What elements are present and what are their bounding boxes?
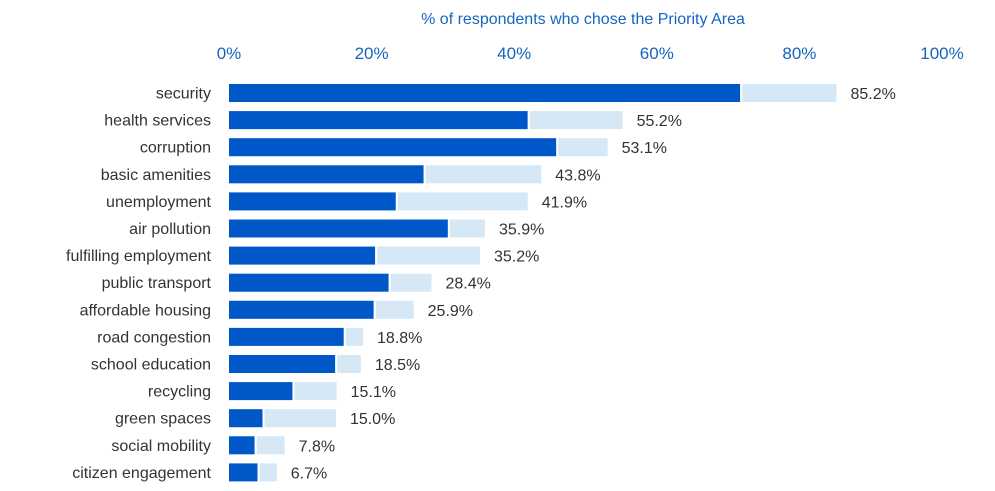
bar-separator [257, 463, 260, 482]
value-label: 6.7% [291, 465, 327, 482]
value-label: 35.9% [499, 222, 544, 239]
bar-primary [229, 246, 376, 265]
category-label: social mobility [111, 438, 211, 455]
value-label: 15.0% [350, 411, 395, 428]
bar-separator [254, 436, 257, 455]
bar-separator [395, 192, 398, 211]
bar-separator [556, 138, 559, 157]
category-label: corruption [140, 140, 211, 157]
bar-primary [229, 327, 344, 346]
value-label: 53.1% [622, 140, 667, 157]
bar-separator [373, 300, 376, 319]
value-label: 28.4% [445, 276, 490, 293]
bar-separator [335, 355, 338, 373]
x-tick-label: 0% [217, 44, 242, 63]
bar-separator [292, 382, 295, 401]
bar-separator [343, 327, 346, 346]
bar-primary [229, 463, 258, 482]
category-label: health services [104, 113, 211, 130]
category-label: public transport [102, 275, 212, 292]
bar-separator [447, 219, 450, 238]
bar-primary [229, 436, 255, 455]
bar-primary [229, 382, 293, 401]
bar-separator [740, 84, 743, 102]
bar-primary [229, 219, 448, 238]
value-label: 41.9% [542, 194, 587, 211]
value-label: 18.8% [377, 330, 422, 347]
bar-primary [229, 192, 396, 211]
category-label: security [156, 86, 211, 103]
bar-separator [262, 409, 265, 428]
value-label: 25.9% [428, 303, 473, 320]
bar-primary [229, 138, 557, 157]
category-label: recycling [148, 384, 211, 401]
value-labels: 85.2% 55.2% 53.1% 43.8% 41.9% 35.9% 35.2%28.4%… [291, 86, 896, 482]
category-labels: security health services corruption basic a… [66, 86, 212, 482]
x-tick-label: 80% [782, 44, 816, 63]
category-label: citizen engagement [72, 465, 211, 482]
bar-separator [423, 165, 426, 184]
category-label: green spaces [115, 411, 211, 428]
bar-primary [229, 355, 336, 373]
category-label: fulfilling employment [66, 248, 212, 265]
axis-title: % of respondents who chose the Priority … [421, 11, 745, 28]
category-label: unemployment [106, 194, 212, 211]
bar-primary [229, 84, 741, 102]
bar-primary [229, 165, 424, 184]
value-label: 15.1% [351, 384, 396, 401]
bar-primary [229, 409, 263, 428]
category-label: air pollution [129, 221, 211, 238]
value-label: 55.2% [637, 113, 682, 130]
bar-separator [375, 246, 378, 265]
x-tick-label: 100% [920, 44, 963, 63]
x-tick-label: 60% [640, 44, 674, 63]
bar-primary [229, 273, 389, 292]
category-label: school education [91, 357, 211, 374]
bars-group [229, 84, 837, 482]
category-label: affordable housing [80, 302, 211, 319]
x-tick-label: 20% [355, 44, 389, 63]
value-label: 43.8% [555, 167, 600, 184]
bar-primary [229, 111, 528, 130]
x-tick-label: 40% [497, 44, 531, 63]
category-label: road congestion [97, 329, 211, 346]
value-label: 18.5% [375, 357, 420, 374]
category-label: basic amenities [101, 167, 211, 184]
value-label: 85.2% [850, 86, 895, 103]
value-label: 7.8% [299, 438, 335, 455]
bar-primary [229, 300, 374, 319]
bar-separator [388, 273, 391, 292]
value-label: 35.2% [494, 249, 539, 266]
x-axis-ticks: 0% 20% 40% 60% 80% 100% [217, 44, 964, 63]
bar-separator [527, 111, 530, 130]
